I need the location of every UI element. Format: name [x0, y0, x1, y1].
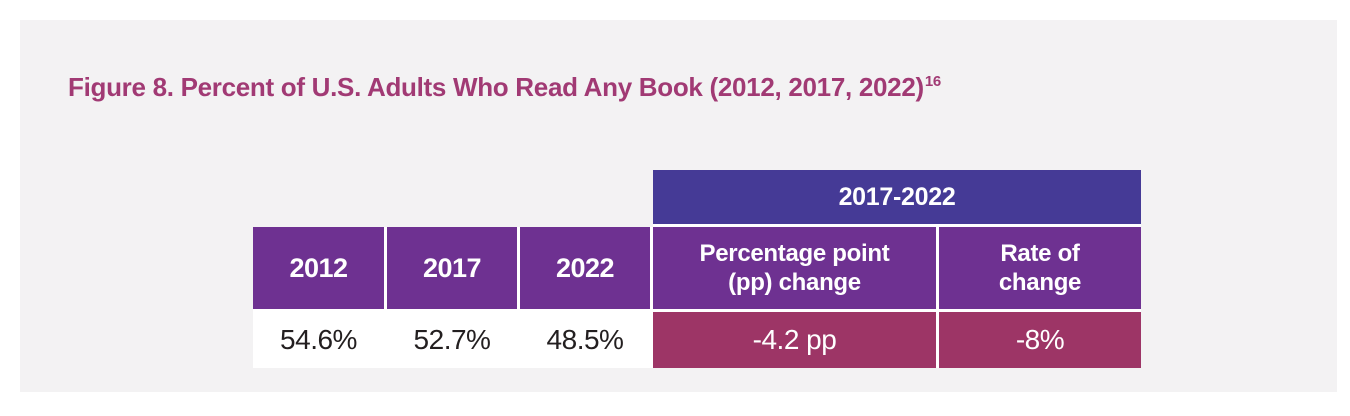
col-header-2017: 2017	[387, 227, 520, 312]
value-pp-change: -4.2 pp	[653, 312, 939, 368]
data-table: 2017-2022 2012 2017 2022 Percentage poin…	[253, 170, 1141, 368]
col-header-pp-change-line2: (pp) change	[728, 269, 861, 296]
col-header-rate-of-change: Rate of change	[939, 227, 1141, 312]
table-spacer	[253, 170, 653, 227]
value-2017: 52.7%	[387, 312, 520, 368]
figure-card: Figure 8. Percent of U.S. Adults Who Rea…	[20, 20, 1337, 392]
col-header-rate-of-change-line2: change	[998, 269, 1082, 296]
col-header-rate-of-change-line1: Rate of	[1000, 240, 1080, 267]
value-2012: 54.6%	[253, 312, 387, 368]
col-header-2012: 2012	[253, 227, 387, 312]
figure-title: Figure 8. Percent of U.S. Adults Who Rea…	[68, 72, 941, 103]
col-header-pp-change-line1: Percentage point	[699, 240, 890, 267]
span-header-2017-2022: 2017-2022	[653, 170, 1141, 227]
value-rate-of-change: -8%	[939, 312, 1141, 368]
figure-title-text: Figure 8. Percent of U.S. Adults Who Rea…	[68, 72, 924, 102]
value-2022: 48.5%	[520, 312, 653, 368]
col-header-2022: 2022	[520, 227, 653, 312]
col-header-pp-change: Percentage point (pp) change	[653, 227, 939, 312]
figure-footnote-marker: 16	[924, 73, 941, 91]
